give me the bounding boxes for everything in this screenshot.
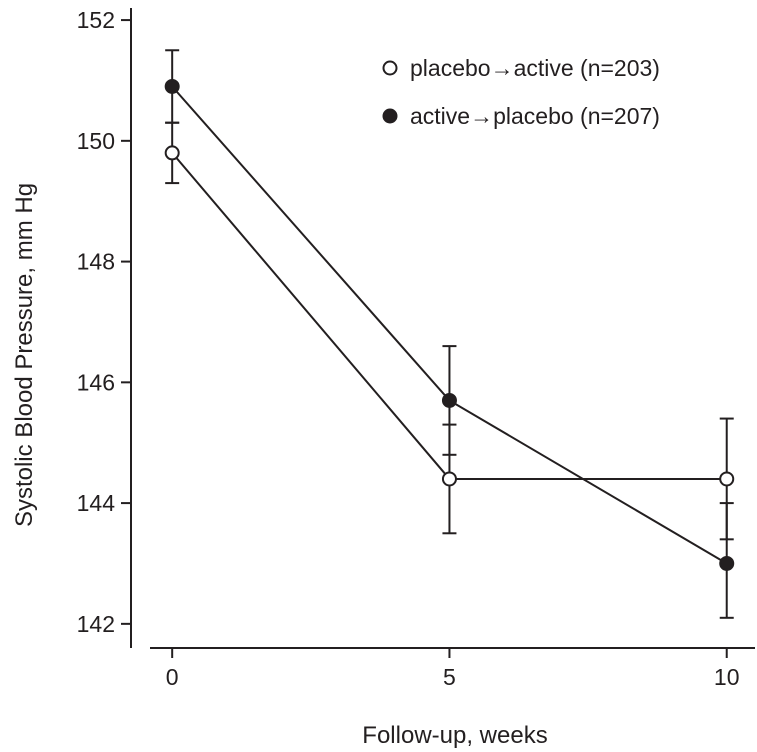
x-tick-label-10: 10 <box>714 664 740 690</box>
data-point-1-2 <box>719 555 735 571</box>
y-tick-label-148: 148 <box>77 249 115 275</box>
x-tick-label-0: 0 <box>166 664 179 690</box>
legend-marker-0 <box>382 60 398 76</box>
legend: placebo→active (n=203) active→placebo (n=… <box>382 55 660 129</box>
series-1 <box>164 49 735 619</box>
y-tick-label-146: 146 <box>77 369 115 395</box>
y-tick-label-144: 144 <box>77 490 116 516</box>
legend-label-0: placebo→active (n=203) <box>410 55 660 81</box>
legend-label-1: active→placebo (n=207) <box>410 103 660 129</box>
data-point-1-0 <box>164 78 180 94</box>
x-axis-title: Follow-up, weeks <box>362 722 547 749</box>
y-tick-label-152: 152 <box>77 7 115 33</box>
axes: 142 144 146 148 150 152 0 5 10 <box>77 7 755 690</box>
y-axis-title: Systolic Blood Pressure, mm Hg <box>11 183 38 527</box>
data-point-0-0 <box>164 145 180 161</box>
data-point-1-1 <box>441 392 457 408</box>
legend-marker-1 <box>382 108 398 124</box>
x-tick-label-5: 5 <box>443 664 456 690</box>
y-tick-label-142: 142 <box>77 611 115 637</box>
series-layer <box>164 49 735 619</box>
y-tick-label-150: 150 <box>77 128 115 154</box>
data-point-0-2 <box>719 471 735 487</box>
data-point-0-1 <box>441 471 457 487</box>
series-0 <box>164 121 735 541</box>
